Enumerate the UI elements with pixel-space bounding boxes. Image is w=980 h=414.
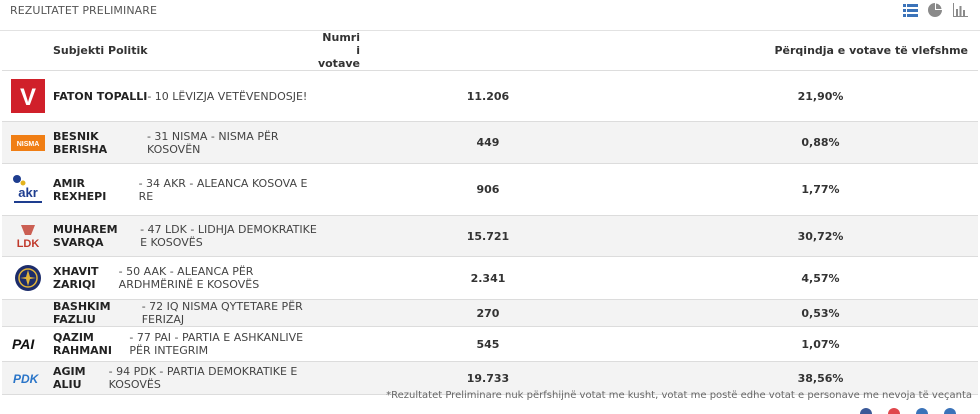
results-header: REZULTATET PRELIMINARE (0, 0, 980, 31)
empty-logo-slot (10, 303, 45, 323)
column-header-votes: Numri i votave (317, 31, 648, 71)
pie-chart-icon[interactable] (927, 3, 943, 17)
percent-cell: 38,56% (797, 371, 844, 385)
party-label: - 94 PDK - PARTIA DEMOKRATIKE E KOSOVËS (108, 365, 298, 391)
ldk-logo-text: LDK (16, 238, 39, 249)
party-label: - 47 LDK - LIDHJA DEMOKRATIKE E KOSOVËS (140, 223, 317, 249)
share-buttons (860, 408, 956, 414)
table-row: NISMA BESNIK BERISHA - 31 NISMA - NISMA … (2, 121, 978, 164)
percent-cell: 21,90% (797, 89, 844, 103)
candidate-name: MUHAREM SVARQA (53, 223, 118, 249)
akr-logo-text: akr (18, 185, 38, 200)
percent-cell: 0,88% (801, 136, 840, 149)
percent-cell: 4,57% (801, 271, 840, 285)
votes-cell: 906 (476, 183, 500, 196)
pai-logo: PAI (10, 330, 45, 358)
table-view-icon[interactable] (902, 3, 918, 17)
percent-cell: 30,72% (797, 229, 844, 243)
pai-logo-text: PAI (12, 336, 35, 352)
candidate-name: AMIR REXHEPI (53, 176, 107, 203)
table-header-row: Subjekti Politik Numri i votave Përqindj… (2, 31, 978, 71)
table-row: akr AMIR REXHEPI - 34 AKR - ALEANCA KOSO… (2, 164, 978, 216)
table-row: BASHKIM FAZLIU - 72 IQ NISMA QYTETARE PË… (2, 299, 978, 327)
ldk-logo: LDK (10, 219, 45, 254)
column-header-subject: Subjekti Politik (2, 31, 318, 71)
votes-cell: 545 (476, 337, 500, 351)
votes-cell: 11.206 (466, 89, 510, 103)
votes-cell: 270 (476, 306, 500, 320)
party-label: - 31 NISMA - NISMA PËR KOSOVËN (146, 129, 279, 156)
votes-cell: 2.341 (470, 271, 506, 285)
nisma-logo: NISMA (10, 125, 45, 160)
page-title: REZULTATET PRELIMINARE (10, 4, 158, 17)
results-table: Subjekti Politik Numri i votave Përqindj… (2, 31, 978, 395)
google-share-icon[interactable] (888, 408, 900, 414)
party-label: - 10 LËVIZJA VETËVENDOSJE! (147, 89, 308, 103)
candidate-name: XHAVIT ZARIQI (53, 265, 99, 291)
votes-cell: 19.733 (466, 371, 510, 385)
votes-cell: 15.721 (466, 229, 510, 243)
candidate-name: FATON TOPALLI (53, 89, 148, 103)
akr-logo: akr (10, 172, 45, 207)
bar-chart-icon[interactable] (952, 3, 968, 17)
table-row: PDK AGIM ALIU - 94 PDK - PARTIA DEMOKRAT… (2, 361, 978, 395)
footnote: *Rezultatet Preliminare nuk përfshijnë v… (386, 390, 972, 401)
nisma-logo-text: NISMA (16, 141, 39, 148)
candidate-name: QAZIM RAHMANI (53, 331, 112, 357)
party-label: - 34 AKR - ALEANCA KOSOVA E RE (138, 176, 308, 203)
column-header-percent: Përqindja e votave të vlefshme (648, 31, 978, 71)
table-row: XHAVIT ZARIQI - 50 AAK - ALEANCA PËR ARD… (2, 257, 978, 300)
votes-cell: 449 (476, 136, 500, 149)
candidate-name: BASHKIM FAZLIU (53, 300, 111, 326)
table-row: V FATON TOPALLI - 10 LËVIZJA VETËVENDOSJ… (2, 71, 978, 122)
facebook-share-icon[interactable] (860, 408, 872, 414)
candidate-name: BESNIK BERISHA (53, 129, 108, 156)
party-label: - 50 AAK - ALEANCA PËR ARDHMËRINË E KOSO… (118, 265, 260, 291)
candidate-name: AGIM ALIU (53, 365, 86, 391)
percent-cell: 1,77% (801, 183, 840, 196)
party-label: - 72 IQ NISMA QYTETARE PËR FERIZAJ (141, 300, 303, 326)
pdk-logo: PDK (10, 366, 45, 390)
table-row: LDK MUHAREM SVARQA - 47 LDK - LIDHJA DEM… (2, 215, 978, 257)
table-row: PAI QAZIM RAHMANI - 77 PAI - PARTIA E AS… (2, 327, 978, 362)
view-switcher (902, 3, 968, 17)
percent-cell: 1,07% (801, 337, 840, 351)
twitter-share-icon[interactable] (916, 408, 928, 414)
percent-cell: 0,53% (801, 306, 840, 320)
vetevendosje-logo: V (10, 79, 45, 114)
pdk-logo-text: PDK (13, 372, 40, 386)
party-label: - 77 PAI - PARTIA E ASHKANLIVE PËR INTEG… (129, 331, 304, 357)
aak-logo (10, 261, 45, 296)
email-share-icon[interactable] (944, 408, 956, 414)
vv-logo-text: V (19, 84, 35, 111)
